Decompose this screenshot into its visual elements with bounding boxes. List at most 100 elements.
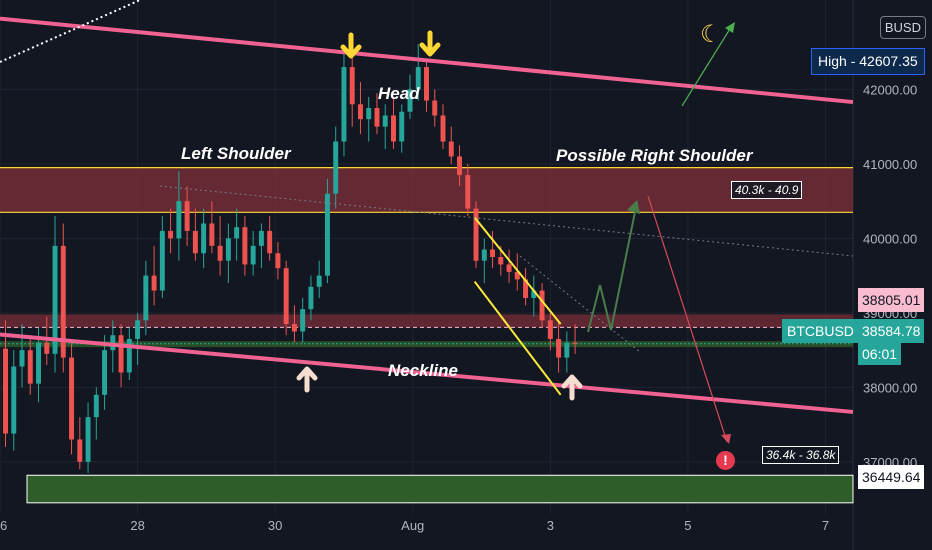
annotation-left-shoulder: Left Shoulder	[181, 144, 292, 163]
upper-zone-label: 40.3k - 40.9	[731, 181, 803, 199]
moon-icon: ☾	[700, 20, 722, 48]
candle-body	[399, 111, 405, 142]
upper-zone	[0, 167, 853, 213]
left-shoulder-support-arrow	[296, 366, 318, 393]
candle-body	[126, 338, 132, 373]
y-tick-label: 40000.00	[863, 231, 917, 246]
candle-body	[176, 201, 182, 239]
resistance-zone	[0, 314, 853, 328]
channel-line	[473, 280, 562, 396]
candle-body	[143, 275, 149, 321]
x-tick-label: 30	[268, 518, 282, 533]
candle-body	[366, 108, 372, 120]
candle-body	[168, 230, 174, 239]
last-price-tag: 38584.78	[858, 319, 925, 343]
candle-body	[85, 417, 91, 462]
head-marker-arrow-2	[419, 30, 441, 57]
dotted-line-gray	[159, 185, 854, 257]
candle-body	[374, 108, 380, 127]
projection-arrowhead-up	[725, 22, 735, 33]
candle-body	[184, 201, 190, 231]
arrows	[296, 22, 735, 444]
candle-body	[308, 286, 314, 310]
candle-body	[291, 324, 297, 332]
candle-body	[514, 271, 520, 280]
lower-zone	[26, 474, 854, 504]
candle-body	[267, 230, 273, 254]
candle-body	[159, 230, 165, 291]
high-tag-separator: -	[850, 53, 860, 69]
trendlines	[0, 0, 854, 414]
candle-body	[465, 175, 471, 209]
candle-body	[217, 245, 223, 261]
candle-body	[424, 67, 429, 101]
y-tick-label: 42000.00	[863, 82, 917, 97]
x-tick-label: Aug	[401, 518, 424, 533]
candle-body	[349, 67, 355, 105]
candle-body	[102, 350, 108, 395]
candle-body	[333, 141, 339, 194]
candle-body	[192, 230, 198, 254]
current-zone	[0, 341, 853, 348]
alert-icon: !	[716, 451, 735, 470]
x-tick-label: 26	[0, 518, 7, 533]
x-axis-ticks: 26 28 30 Aug 3 5 7	[0, 518, 829, 533]
candle-body	[52, 245, 58, 354]
candle-body	[457, 156, 462, 176]
high-tag-label: High	[818, 53, 847, 69]
channel-line	[473, 216, 562, 325]
high-price-tag: High - 42607.35	[811, 48, 925, 75]
x-tick-label: 5	[684, 518, 691, 533]
candle-body	[531, 290, 537, 298]
candle-body	[225, 238, 231, 261]
candle-body	[523, 279, 529, 298]
candle-body	[110, 335, 116, 351]
candle-body	[118, 335, 124, 373]
candle-body	[448, 141, 454, 157]
candle-body	[316, 275, 322, 287]
candle-body	[547, 320, 553, 339]
dotted-line-channel	[519, 255, 641, 353]
candle-body	[357, 104, 363, 120]
candle-body	[135, 320, 141, 339]
head-marker-arrow-1	[340, 32, 362, 59]
axis-currency-label[interactable]: BUSD	[879, 16, 926, 39]
candle-body	[258, 230, 264, 246]
candle-body	[407, 89, 413, 112]
candle-body	[69, 357, 75, 440]
candle-body	[275, 253, 281, 269]
candle-body	[572, 342, 578, 344]
resistance-price-tag: 38805.01	[858, 288, 925, 312]
high-tag-value: 42607.35	[859, 53, 918, 69]
candle-body	[36, 342, 41, 384]
projection-path-up	[681, 23, 734, 107]
candle-body	[44, 342, 50, 354]
candle-body	[432, 100, 438, 116]
dotted-line-top-left	[0, 0, 141, 63]
support-price-tag: 36449.64	[858, 465, 925, 489]
x-tick-label: 7	[822, 518, 829, 533]
x-tick-label: 28	[130, 518, 144, 533]
lower-zone-label: 36.4k - 36.8k	[762, 446, 840, 464]
candle-countdown: 06:01	[858, 343, 902, 365]
candle-body	[498, 257, 504, 265]
candle-body	[19, 350, 25, 367]
zones	[0, 167, 854, 504]
candle-body	[300, 309, 306, 332]
candle-body	[481, 249, 487, 261]
projection-path-green	[587, 201, 638, 333]
candle-body	[490, 249, 496, 257]
x-tick-label: 3	[547, 518, 554, 533]
y-axis-ticks: 37000.0038000.0039000.0040000.0041000.00…	[863, 82, 917, 469]
annotation-neckline: Neckline	[388, 361, 458, 380]
candle-body	[473, 208, 479, 261]
candle-body	[341, 67, 347, 142]
candle-body	[556, 338, 562, 358]
trendline-upper	[0, 16, 854, 105]
candle-body	[506, 264, 512, 272]
candle-body	[77, 439, 83, 462]
projection-arrowhead-red	[721, 434, 731, 444]
y-tick-label: 41000.00	[863, 157, 917, 172]
candle-body	[11, 366, 17, 434]
